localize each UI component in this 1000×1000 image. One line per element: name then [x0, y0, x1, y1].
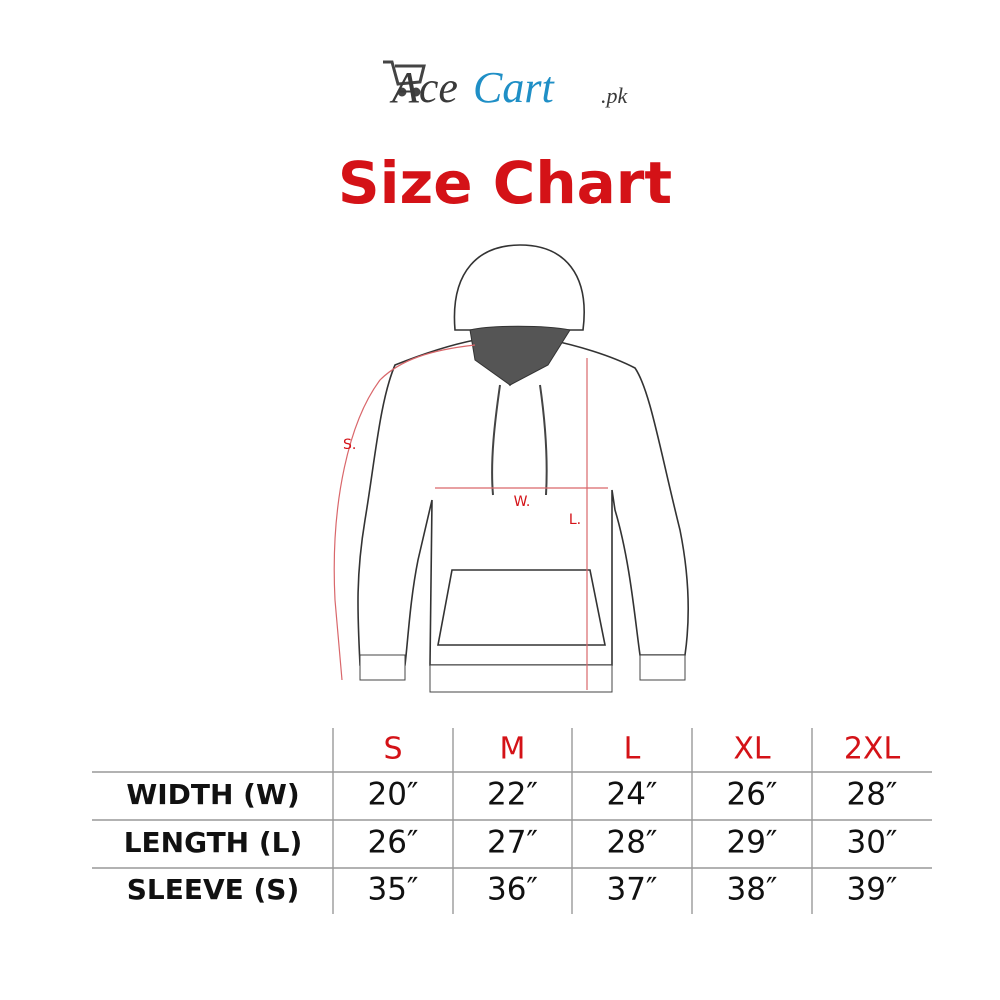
size-header: M: [500, 732, 526, 767]
logo-suffix: .pk: [601, 83, 629, 108]
cell: 28″: [846, 777, 897, 813]
sleeve-label: S.: [343, 437, 356, 453]
cell: 24″: [606, 777, 657, 813]
cart-icon: [383, 60, 426, 97]
cell: 39″: [846, 872, 897, 908]
logo-cart: Cart: [473, 63, 555, 112]
cell: 20″: [367, 777, 418, 813]
cell: 35″: [367, 872, 418, 908]
size-header: 2XL: [844, 732, 901, 767]
cell: 38″: [726, 872, 777, 908]
title: Size Chart: [338, 149, 672, 217]
hoodie-drawing: S. W. L.: [333, 244, 690, 693]
length-label: L.: [569, 512, 581, 528]
row-label: SLEEVE (S): [127, 873, 300, 906]
size-header: L: [624, 732, 641, 767]
logo-ace: Ace: [389, 63, 458, 112]
size-header: S: [383, 732, 402, 767]
size-table: S M L XL 2XL WIDTH (W) 20″ 22″ 24″ 26″ 28″ LENGTH (…: [92, 728, 932, 914]
cell: 28″: [606, 825, 657, 861]
cell: 22″: [487, 777, 538, 813]
cell: 27″: [487, 825, 538, 861]
size-header: XL: [733, 732, 771, 767]
cell: 30″: [846, 825, 897, 861]
cell: 36″: [487, 872, 538, 908]
logo: Ace Cart .pk: [383, 60, 629, 112]
cell: 26″: [367, 825, 418, 861]
cell: 26″: [726, 777, 777, 813]
cell: 29″: [726, 825, 777, 861]
width-label: W.: [514, 494, 531, 510]
row-label: LENGTH (L): [124, 826, 303, 859]
cell: 37″: [606, 872, 657, 908]
row-label: WIDTH (W): [126, 778, 299, 811]
